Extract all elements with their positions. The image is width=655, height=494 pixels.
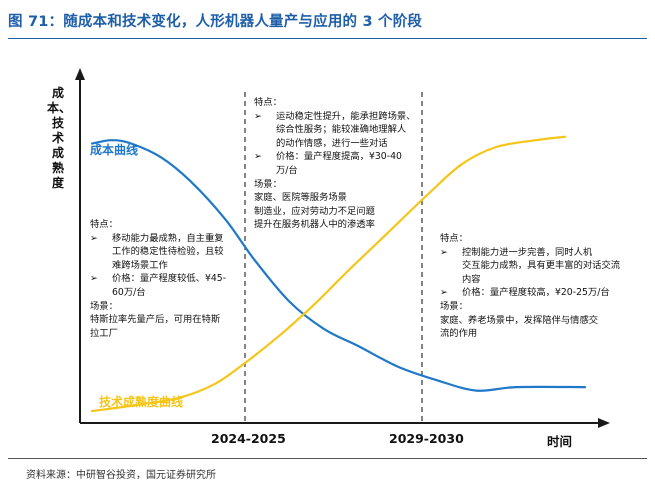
stage2-line: 的动作情感，进行一些对话 (254, 137, 415, 151)
x-axis-arrow-icon (598, 418, 610, 428)
stage1-line: 场景： (90, 300, 226, 314)
y-axis-label: 成本、技术成熟度 (47, 86, 72, 190)
stage2-line-text: 万/台 (276, 164, 298, 176)
stage2-line-text: 综合性服务；能较准确地理解人 (276, 124, 407, 136)
stage2-line: 特点： (254, 96, 415, 110)
stage-dividers (244, 92, 423, 423)
stage2-line-text: 运动稳定性提升，能承担跨场景、 (276, 110, 416, 122)
stage2-line-text: 特点： (254, 97, 282, 108)
stage3-line: 流的作用 (440, 327, 620, 341)
stage2-line-text: 的动作情感，进行一些对话 (276, 137, 388, 149)
stage1-line-text: 价格：量产程度较低、¥45- (112, 273, 227, 285)
bullet-arrow-icon: ➢ (90, 273, 98, 285)
stage3-line: 家庭、养老场景中，发挥陪伴与情感交 (440, 314, 620, 328)
stage3-line: ➢ 价格：量产程度较高，¥20-25万/台 (440, 286, 620, 300)
x-tick-label-2024-2025: 2024-2025 (211, 431, 286, 446)
stage3-line-text: 控制能力进一步完善，同时人机 (462, 246, 593, 258)
stage3-line-text: 家庭、养老场景中，发挥陪伴与情感交 (440, 314, 599, 326)
stage3-line: 交互能力成熟，具有更丰富的对话交流 (440, 259, 620, 273)
stage2-line: 制造业，应对劳动力不足问题 (254, 205, 415, 219)
stage3-line-text: 特点： (440, 233, 468, 244)
x-tick-label-2029-2030: 2029-2030 (389, 431, 464, 446)
stage2-line: 综合性服务；能较准确地理解人 (254, 123, 415, 137)
stage1-line: 拉工厂 (90, 327, 226, 341)
stage3-line-text: 场景： (440, 300, 468, 312)
tech-maturity-curve-line (90, 135, 567, 413)
stage3-line: 内容 (440, 273, 620, 287)
stage3-line: 场景： (440, 300, 620, 314)
bullet-arrow-icon: ➢ (254, 151, 262, 163)
stage1-line-text: 场景： (90, 300, 118, 312)
stage2-line-text: 家庭、医院等服务场景 (254, 192, 347, 204)
stage2-line: ➢ 运动稳定性提升，能承担跨场景、 (254, 110, 415, 124)
axes (75, 68, 610, 428)
bullet-arrow-icon: ➢ (90, 232, 98, 244)
stage1-line: 特斯拉率先量产后，可用在特斯 (90, 313, 226, 327)
stage3-line: 特点： (440, 232, 620, 246)
stage2-line: 家庭、医院等服务场景 (254, 191, 415, 205)
stage2-line-text: 制造业，应对劳动力不足问题 (254, 205, 375, 217)
stage1-line-text: 60万/台 (112, 286, 146, 298)
cost-curve-line (90, 139, 587, 392)
stage2-line-text: 提升在服务机器人中的渗透率 (254, 219, 375, 231)
tech-maturity-curve-label: 技术成熟度曲线 (99, 395, 184, 409)
source-note: 资料来源：中研智谷投资，国元证券研究所 (26, 470, 216, 481)
bullet-arrow-icon: ➢ (440, 246, 448, 258)
stage3-line-text: 价格：量产程度较高，¥20-25万/台 (462, 287, 610, 299)
source-rule (8, 458, 647, 459)
title-rule (8, 38, 647, 39)
stage1-line-text: 工作的稳定性待检验，且较 (112, 246, 224, 258)
stage1-line: 60万/台 (90, 286, 226, 300)
stage1-line: 特点： (90, 218, 226, 232)
stage2-line: 提升在服务机器人中的渗透率 (254, 218, 415, 232)
stage3-line-text: 流的作用 (440, 328, 478, 340)
stage2-line: 万/台 (254, 164, 415, 178)
figure-title: 图 71：随成本和技术变化，人形机器人量产与应用的 3 个阶段 (8, 14, 423, 30)
series-lines (90, 135, 587, 413)
stage3-line-text: 交互能力成熟，具有更丰富的对话交流 (462, 260, 621, 272)
stage2-line-text: 价格：量产程度提高，¥30-40 (276, 151, 402, 163)
stage1-line: ➢ 价格：量产程度较低、¥45- (90, 272, 226, 286)
stage1-line-text: 难跨场景工作 (112, 259, 168, 271)
stage3-line-text: 内容 (462, 273, 481, 285)
stage2-line-text: 场景： (254, 178, 282, 190)
stage3-annotation: 特点： ➢ 控制能力进一步完善，同时人机交互能力成熟，具有更丰富的对话交流 内容 ➢ 价格… (440, 232, 620, 341)
stage1-line: 难跨场景工作 (90, 259, 226, 273)
stage2-line: 场景： (254, 178, 415, 192)
cost-curve-label: 成本曲线 (90, 143, 139, 157)
stage1-line: 工作的稳定性待检验，且较 (90, 245, 226, 259)
stage1-line-text: 移动能力最成熟，自主重复 (112, 232, 224, 244)
x-axis-label: 时间 (547, 434, 573, 449)
stage1-annotation: 特点： ➢ 移动能力最成熟，自主重复 工作的稳定性待检验，且较 难跨场景工作 ➢ 价格：量产… (90, 218, 226, 340)
stage1-line-text: 特点： (90, 219, 118, 230)
bullet-arrow-icon: ➢ (254, 110, 262, 122)
stage1-line-text: 拉工厂 (90, 327, 118, 339)
y-axis-arrow-icon (75, 68, 85, 80)
stage3-line: ➢ 控制能力进一步完善，同时人机 (440, 246, 620, 260)
stage2-annotation: 特点： ➢ 运动稳定性提升，能承担跨场景、 综合性服务；能较准确地理解人 的动作情感，进… (254, 96, 415, 232)
bullet-arrow-icon: ➢ (440, 287, 448, 299)
stage1-line: ➢ 移动能力最成熟，自主重复 (90, 232, 226, 246)
stage2-line: ➢ 价格：量产程度提高，¥30-40 (254, 150, 415, 164)
stage1-line-text: 特斯拉率先量产后，可用在特斯 (90, 314, 221, 326)
